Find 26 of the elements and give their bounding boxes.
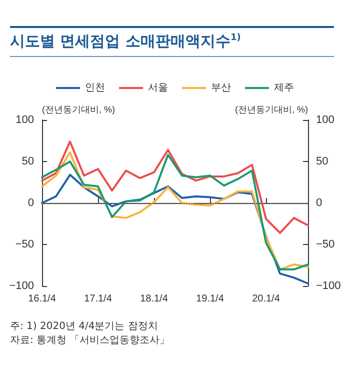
y2-axis-title: (전년동기대비, %)	[235, 104, 308, 114]
line-series	[41, 174, 309, 285]
y-tick-label: 0	[28, 197, 34, 209]
x-tick-label: 19.1/4	[196, 294, 224, 304]
legend-label: 서울	[148, 82, 168, 94]
y-tick-label: 100	[16, 114, 34, 126]
y2-tick-label: 0	[316, 197, 322, 209]
y-tick-label: −50	[15, 238, 34, 250]
x-tick-label: 16.1/4	[28, 294, 56, 304]
x-tick-label: 20.1/4	[252, 294, 280, 304]
y-tick-label: −100	[9, 280, 34, 292]
y2-tick-label: 100	[316, 114, 334, 126]
text: 자료: 통계청 「서비스업동향조사」	[10, 334, 170, 348]
y2-tick-label: −100	[316, 280, 341, 292]
legend-label: 제주	[274, 82, 294, 94]
y-tick-label: 50	[22, 156, 34, 168]
chart-title: 시도별 면세점업 소매판매액지수$^{1)}$	[10, 26, 334, 57]
x-tick-label: 18.1/4	[140, 294, 168, 304]
y-axis-title: (전년동기대비, %)	[42, 104, 115, 114]
legend-label: 인천	[85, 82, 105, 94]
y2-tick-label: −50	[316, 238, 335, 250]
text: 주: 1) 2020년 4/4분기는 잠정치	[10, 320, 159, 334]
line-series	[41, 140, 309, 234]
legend-label: 부산	[211, 82, 231, 94]
x-tick-label: 17.1/4	[84, 294, 112, 304]
y2-tick-label: 50	[316, 156, 328, 168]
